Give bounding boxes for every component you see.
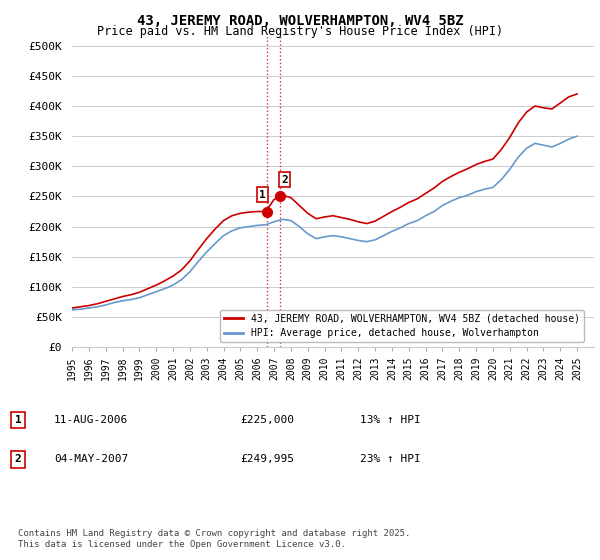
Text: 04-MAY-2007: 04-MAY-2007 [54, 454, 128, 464]
Text: 2: 2 [14, 454, 22, 464]
Legend: 43, JEREMY ROAD, WOLVERHAMPTON, WV4 5BZ (detached house), HPI: Average price, de: 43, JEREMY ROAD, WOLVERHAMPTON, WV4 5BZ … [220, 310, 584, 342]
Text: 13% ↑ HPI: 13% ↑ HPI [360, 415, 421, 425]
Text: Price paid vs. HM Land Registry's House Price Index (HPI): Price paid vs. HM Land Registry's House … [97, 25, 503, 38]
Text: 11-AUG-2006: 11-AUG-2006 [54, 415, 128, 425]
Text: Contains HM Land Registry data © Crown copyright and database right 2025.
This d: Contains HM Land Registry data © Crown c… [18, 529, 410, 549]
Text: 1: 1 [14, 415, 22, 425]
Text: 23% ↑ HPI: 23% ↑ HPI [360, 454, 421, 464]
Text: £225,000: £225,000 [240, 415, 294, 425]
Text: 1: 1 [259, 190, 266, 199]
Text: 43, JEREMY ROAD, WOLVERHAMPTON, WV4 5BZ: 43, JEREMY ROAD, WOLVERHAMPTON, WV4 5BZ [137, 14, 463, 28]
Text: 2: 2 [281, 175, 288, 185]
Text: £249,995: £249,995 [240, 454, 294, 464]
